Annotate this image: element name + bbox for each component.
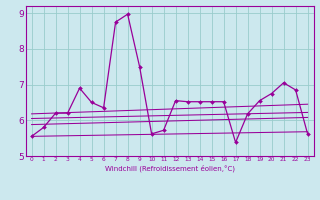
X-axis label: Windchill (Refroidissement éolien,°C): Windchill (Refroidissement éolien,°C) [105, 164, 235, 172]
